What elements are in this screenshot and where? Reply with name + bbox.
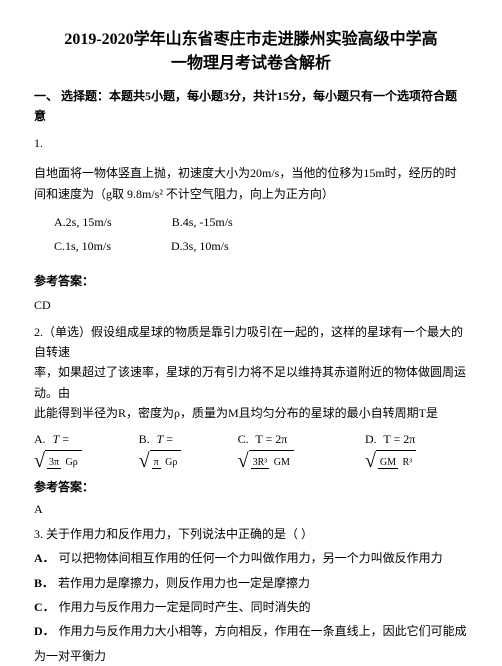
q3-b-text: 若作用力是摩擦力，则反作用力也一定是摩擦力 bbox=[58, 576, 310, 590]
q1-number: 1. bbox=[34, 133, 468, 153]
q2-body: 2.（单选）假设组成星球的物质是靠引力吸引在一起的，这样的星球有一个最大的自转速… bbox=[34, 322, 468, 424]
q2-opt-d-label: D. bbox=[365, 432, 377, 446]
q3-d-label: D． bbox=[34, 624, 55, 638]
q3-b-label: B． bbox=[34, 576, 54, 590]
q2-opt-a-label: A. bbox=[34, 432, 46, 446]
q2-answer: A bbox=[34, 499, 468, 519]
q2-opt-c: C. T = 2π √ 3R³ GM bbox=[238, 429, 345, 472]
q3-block: 3. 关于作用力和反作用力，下列说法中正确的是（ ） A． 可以把物体间相互作用的… bbox=[34, 524, 468, 666]
q2-d-den: R³ bbox=[401, 457, 415, 468]
q3-opt-a: A． 可以把物体间相互作用的任何一个力叫做作用力，另一个力叫做反作用力 bbox=[34, 548, 468, 568]
q2-d-pre: T = 2π bbox=[383, 432, 415, 446]
title-line-2: 一物理月考试卷含解析 bbox=[34, 52, 468, 76]
q2-line-3: 此能得到半径为R，密度为ρ，质量为M且均匀分布的星球的最小自转周期T是 bbox=[34, 403, 468, 423]
q1-line-2: 间和速度为（g取 9.8m/s² 不计空气阻力，向上为正方向） bbox=[34, 184, 468, 204]
q2-c-den: GM bbox=[272, 457, 292, 468]
q2-opt-a: A. T = √ 3π Gρ bbox=[34, 429, 119, 472]
section-1-heading: 一、 选择题：本题共5小题，每小题3分，共计15分，每小题只有一个选项符合题意 bbox=[34, 86, 468, 127]
q2-opt-b: B. T = √ π Gρ bbox=[139, 429, 218, 472]
sqrt-icon: √ bbox=[34, 452, 45, 470]
q3-c-label: C． bbox=[34, 600, 55, 614]
q2-b-den: Gρ bbox=[163, 457, 179, 468]
q2-b-num: π bbox=[152, 457, 161, 469]
q3-opt-c: C． 作用力与反作用力一定是同时产生、同时消失的 bbox=[34, 597, 468, 617]
q1-opt-b: B.4s, -15m/s bbox=[172, 212, 233, 232]
sqrt-icon: √ bbox=[365, 452, 376, 470]
q3-d-text-1: 作用力与反作用力大小相等，方向相反，作用在一条直线上，因此它们可能成 bbox=[59, 624, 467, 638]
q1-options: A.2s, 15m/s B.4s, -15m/s C.1s, 10m/s D.3… bbox=[54, 212, 468, 257]
q2-c-pre: T = 2π bbox=[255, 432, 287, 446]
q1-opt-a: A.2s, 15m/s bbox=[54, 212, 112, 232]
q1-answer: CD bbox=[34, 295, 468, 315]
q3-opt-b: B． 若作用力是摩擦力，则反作用力也一定是摩擦力 bbox=[34, 573, 468, 593]
q1-opt-d: D.3s, 10m/s bbox=[171, 236, 229, 256]
q1-answer-label: 参考答案： bbox=[34, 271, 468, 291]
exam-page: 2019-2020学年山东省枣庄市走进滕州实验高级中学高 一物理月考试卷含解析 … bbox=[0, 0, 502, 666]
page-title: 2019-2020学年山东省枣庄市走进滕州实验高级中学高 一物理月考试卷含解析 bbox=[34, 28, 468, 76]
q2-opt-d: D. T = 2π √ GM R³ bbox=[365, 429, 468, 472]
title-line-1: 2019-2020学年山东省枣庄市走进滕州实验高级中学高 bbox=[34, 28, 468, 52]
q3-a-label: A． bbox=[34, 551, 55, 565]
q3-head: 3. 关于作用力和反作用力，下列说法中正确的是（ ） bbox=[34, 524, 468, 544]
q2-line-2: 率，如果超过了该速率，星球的万有引力将不足以维持其赤道附近的物体做圆周运动。由 bbox=[34, 362, 468, 403]
q1-options-row-2: C.1s, 10m/s D.3s, 10m/s bbox=[54, 236, 468, 256]
q2-answer-label: 参考答案： bbox=[34, 477, 468, 497]
sqrt-icon: √ bbox=[238, 452, 249, 470]
q1-options-row-1: A.2s, 15m/s B.4s, -15m/s bbox=[54, 212, 468, 232]
q2-opt-c-label: C. bbox=[238, 432, 249, 446]
q2-options: A. T = √ 3π Gρ B. T = √ π bbox=[34, 429, 468, 472]
q2-opt-b-label: B. bbox=[139, 432, 150, 446]
q3-c-text: 作用力与反作用力一定是同时产生、同时消失的 bbox=[59, 600, 311, 614]
q3-opt-d: D． 作用力与反作用力大小相等，方向相反，作用在一条直线上，因此它们可能成 bbox=[34, 621, 468, 641]
q3-a-text: 可以把物体间相互作用的任何一个力叫做作用力，另一个力叫做反作用力 bbox=[59, 551, 443, 565]
q1-opt-c: C.1s, 10m/s bbox=[54, 236, 111, 256]
q1-body: 自地面将一物体竖直上抛，初速度大小为20m/s，当他的位移为15m时，经历的时 … bbox=[34, 163, 468, 204]
q1-line-1: 自地面将一物体竖直上抛，初速度大小为20m/s，当他的位移为15m时，经历的时 bbox=[34, 163, 468, 183]
q2-line-1: 2.（单选）假设组成星球的物质是靠引力吸引在一起的，这样的星球有一个最大的自转速 bbox=[34, 322, 468, 363]
q2-a-num: 3π bbox=[47, 457, 61, 469]
q2-c-num: 3R³ bbox=[251, 457, 270, 469]
sqrt-icon: √ bbox=[139, 452, 150, 470]
q2-d-num: GM bbox=[378, 457, 398, 469]
q2-a-den: Gρ bbox=[64, 457, 80, 468]
